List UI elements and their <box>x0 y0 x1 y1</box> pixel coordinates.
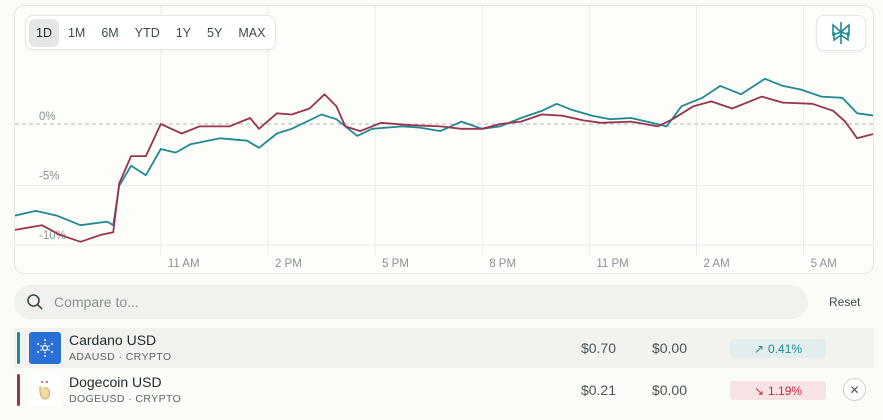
asset-change: $0.00 <box>651 340 687 356</box>
cardano-logo-icon <box>29 332 61 364</box>
compare-search <box>14 285 808 319</box>
percent-change-value: 1.19% <box>768 383 803 398</box>
dogecoin-logo-icon <box>29 374 61 406</box>
range-button-6m[interactable]: 6M <box>101 25 119 40</box>
series-color-bar <box>17 374 20 406</box>
y-tick-label: -10% <box>39 230 66 242</box>
asset-price: $0.70 <box>580 340 616 356</box>
remove-comparison-button[interactable]: ✕ <box>843 378 866 401</box>
reset-button[interactable]: Reset <box>829 295 861 309</box>
ticker-row-doge[interactable]: Dogecoin USD DOGEUSD · CRYPTO $0.21 $0.0… <box>14 370 874 410</box>
x-tick-label: 5 AM <box>811 258 837 270</box>
series-color-bar <box>17 332 20 364</box>
asset-ticker: DOGEUSD · CRYPTO <box>69 393 182 405</box>
asset-name: Dogecoin USD <box>69 374 162 390</box>
asset-name: Cardano USD <box>69 332 157 348</box>
perplexity-logo-icon <box>832 22 850 44</box>
asset-change: $0.00 <box>651 382 687 398</box>
percent-change-badge: ↘ 1.19% <box>730 381 826 400</box>
arrow-up-right-icon: ↗ <box>753 341 765 356</box>
x-tick-label: 2 PM <box>275 258 302 270</box>
logo-button[interactable] <box>816 15 866 51</box>
arrow-down-right-icon: ↘ <box>753 383 765 398</box>
range-button-1y[interactable]: 1Y <box>175 25 192 40</box>
x-tick-label: 8 PM <box>489 258 516 270</box>
asset-ticker: ADAUSD · CRYPTO <box>69 351 172 363</box>
range-button-max[interactable]: MAX <box>238 25 266 40</box>
price-chart: 11 AM 2 PM 5 PM 8 PM 11 PM 2 AM 5 AM 0% -5% -10% <box>15 6 873 270</box>
x-tick-label: 11 AM <box>168 258 200 270</box>
search-icon <box>27 294 43 310</box>
percent-change-value: 0.41% <box>768 341 803 356</box>
x-tick-label: 11 PM <box>596 258 628 270</box>
series-line-doge <box>15 93 873 243</box>
time-range-selector: 1D 1M 6M YTD 1Y 5Y MAX <box>25 15 276 50</box>
asset-price: $0.21 <box>580 382 616 398</box>
x-tick-label: 5 PM <box>382 258 409 270</box>
range-button-5y[interactable]: 5Y <box>207 25 223 40</box>
series-line-ada <box>15 77 873 227</box>
percent-change-badge: ↗ 0.41% <box>730 339 826 358</box>
range-button-ytd[interactable]: YTD <box>134 25 160 40</box>
y-tick-label: -5% <box>39 171 59 183</box>
range-button-1m[interactable]: 1M <box>67 25 86 40</box>
range-button-1d[interactable]: 1D <box>29 18 59 47</box>
x-tick-label: 2 AM <box>703 258 729 270</box>
compare-input[interactable] <box>54 294 754 310</box>
y-tick-label: 0% <box>39 111 56 123</box>
ticker-row-ada[interactable]: Cardano USD ADAUSD · CRYPTO $0.70 $0.00 … <box>14 328 874 368</box>
close-icon: ✕ <box>849 382 860 397</box>
chart-card: 11 AM 2 PM 5 PM 8 PM 11 PM 2 AM 5 AM 0% -5% -10% … <box>14 5 874 274</box>
